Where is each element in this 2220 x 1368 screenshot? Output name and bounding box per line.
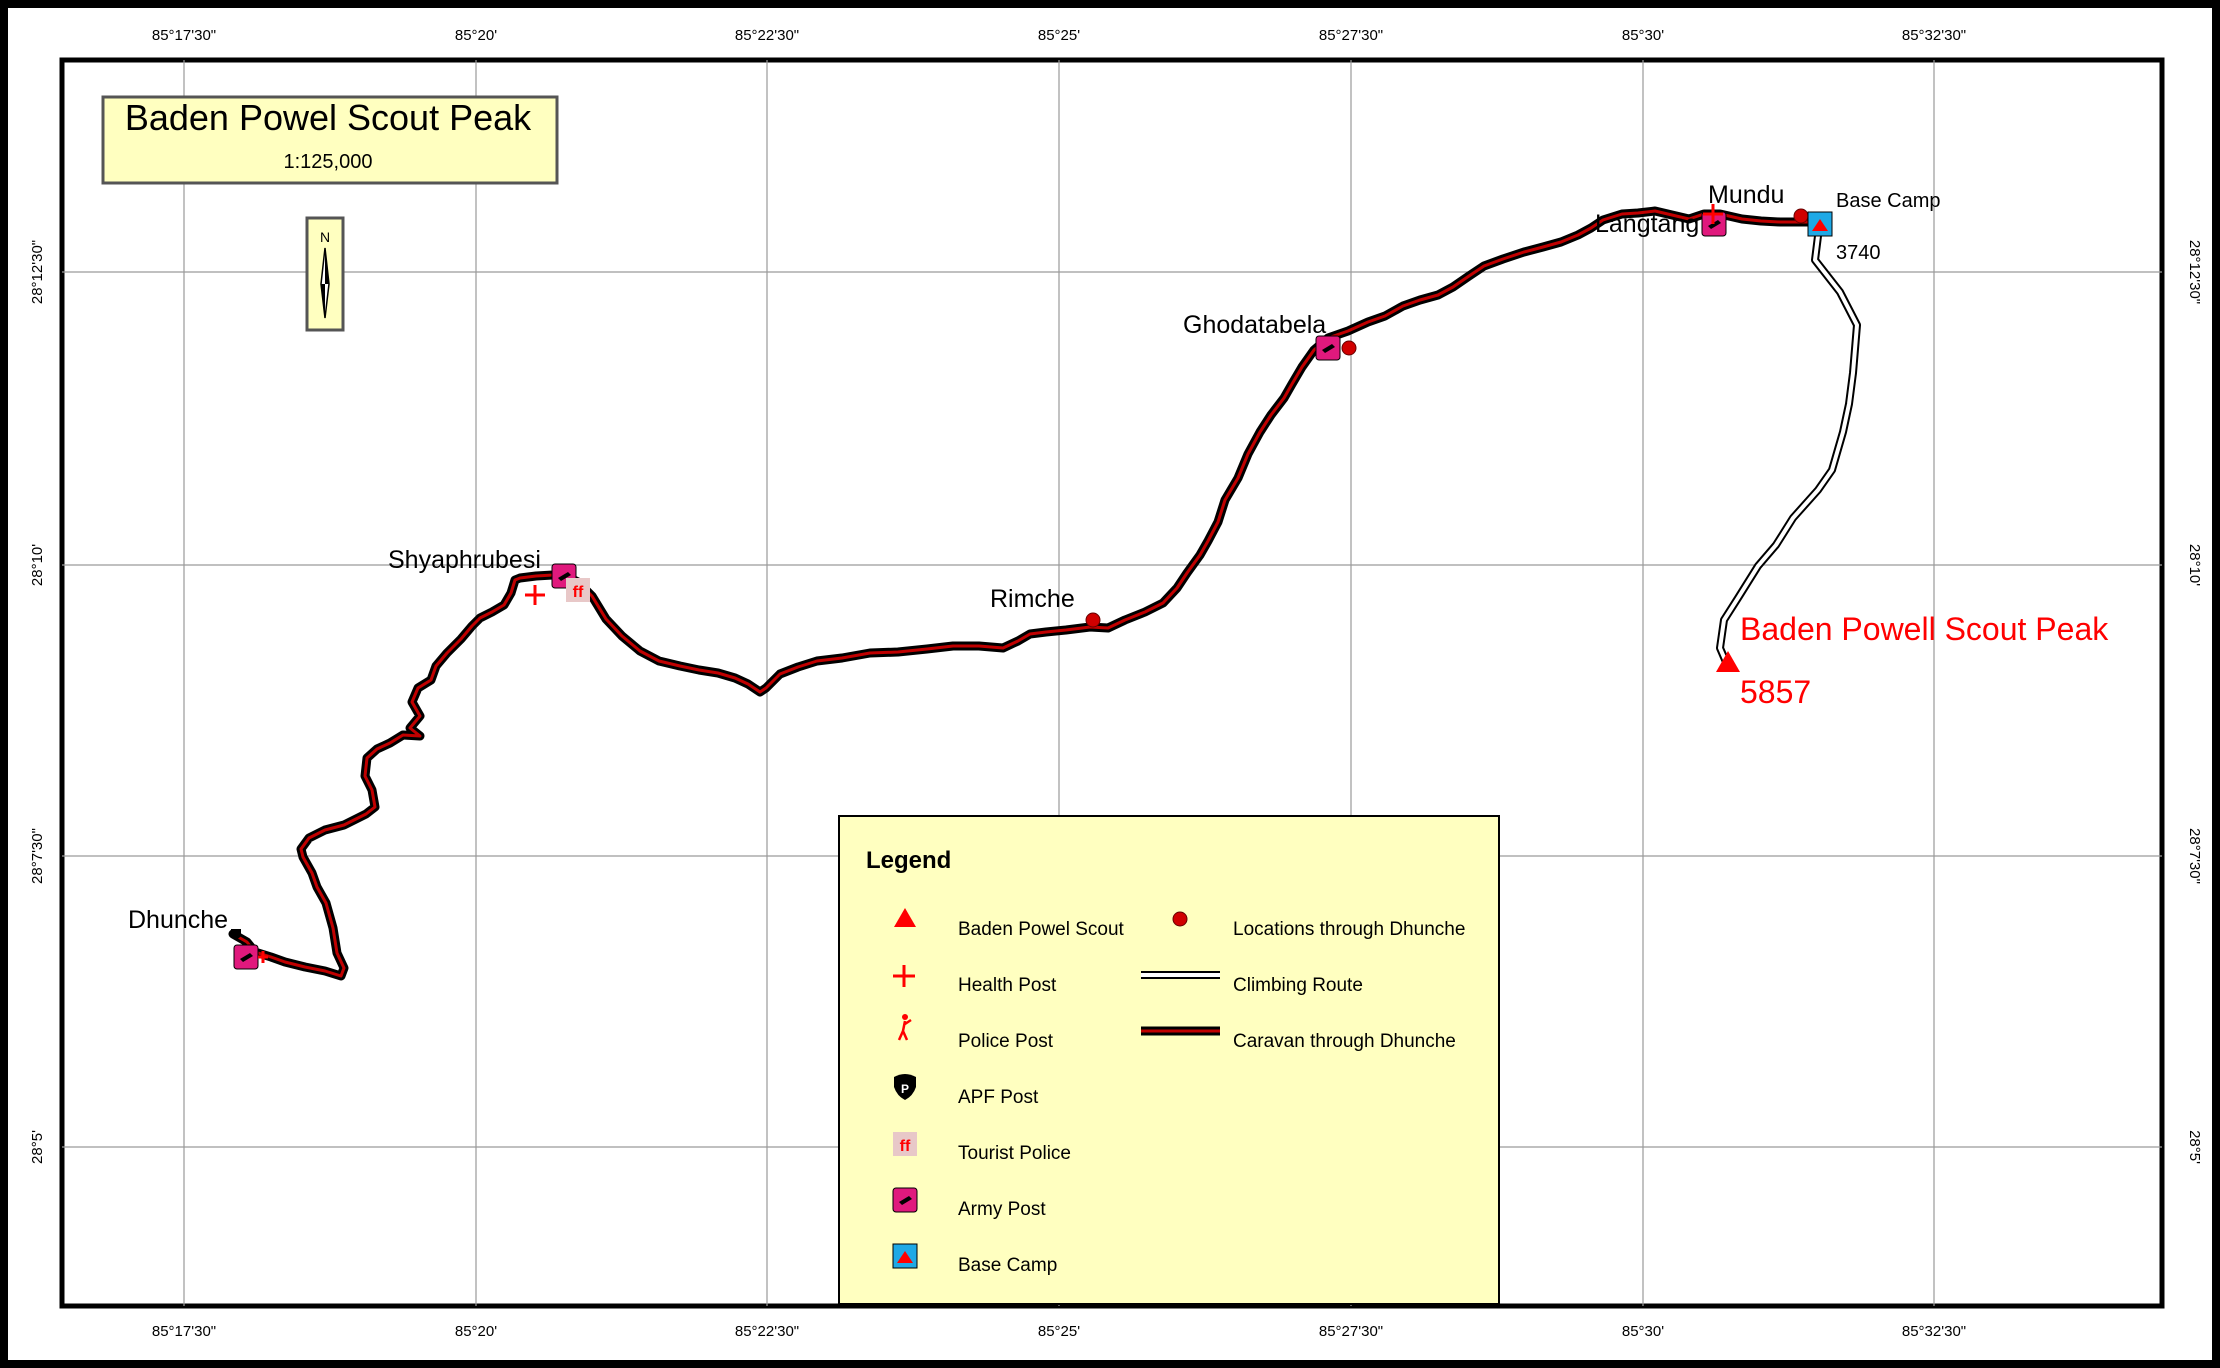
map-title: Baden Powel Scout Peak xyxy=(125,97,532,138)
dhunche-symbols xyxy=(231,929,268,970)
lon-label: 85°27'30" xyxy=(1319,1323,1383,1340)
army-post-icon xyxy=(892,1187,918,1213)
lat-label: 28°12'30" xyxy=(29,240,46,304)
label-shyaphrubesi: Shyaphrubesi xyxy=(388,546,541,574)
legend-item-label: Locations through Dhunche xyxy=(1233,919,1465,940)
lon-label: 85°25' xyxy=(1038,1323,1080,1340)
lon-label: 85°32'30" xyxy=(1902,27,1966,44)
label-dhunche: Dhunche xyxy=(128,906,228,934)
lon-label: 85°30' xyxy=(1622,27,1664,44)
label-rimche: Rimche xyxy=(990,585,1075,613)
legend-item-label: Tourist Police xyxy=(958,1143,1071,1164)
langtang-symbols xyxy=(1701,204,1809,237)
location-dot-icon xyxy=(1172,911,1188,927)
health-cross-icon xyxy=(1703,204,1723,224)
lon-labels-bottom: 85°17'30" 85°20' 85°22'30" 85°25' 85°27'… xyxy=(152,1323,1966,1340)
tourist-police-icon: ff xyxy=(893,1132,917,1156)
location-dot-icon xyxy=(1793,208,1809,224)
label-ghodatabela: Ghodatabela xyxy=(1183,311,1326,339)
lon-label: 85°32'30" xyxy=(1902,1323,1966,1340)
lon-label: 85°27'30" xyxy=(1319,27,1383,44)
lat-label: 28°5' xyxy=(2186,1130,2203,1164)
peak-triangle-icon xyxy=(894,908,916,927)
map-scale: 1:125,000 xyxy=(284,151,373,173)
lat-label: 28°10' xyxy=(2186,544,2203,586)
label-peak: Baden Powell Scout Peak xyxy=(1740,611,2109,647)
lon-label: 85°22'30" xyxy=(735,27,799,44)
lon-labels-top: 85°17'30" 85°20' 85°22'30" 85°25' 85°27'… xyxy=(152,27,1966,44)
svg-text:ff: ff xyxy=(900,1138,911,1155)
lon-label: 85°20' xyxy=(455,27,497,44)
ghodatabela-symbols xyxy=(1315,335,1357,361)
health-cross-icon xyxy=(525,585,545,605)
title-box: Baden Powel Scout Peak 1:125,000 xyxy=(101,95,559,185)
svg-text:ff: ff xyxy=(573,584,584,601)
lat-label: 28°7'30" xyxy=(29,828,46,884)
label-base-camp: Base Camp xyxy=(1836,190,1941,212)
label-base-camp-elevation: 3740 xyxy=(1836,242,1881,264)
shyaphrubesi-symbols: ff xyxy=(525,563,590,605)
police-figure-icon xyxy=(897,1014,912,1041)
caravan-route xyxy=(228,206,1822,981)
lat-label: 28°12'30" xyxy=(2186,240,2203,304)
lat-label: 28°5' xyxy=(29,1130,46,1164)
legend: Legend Baden Powel Scout Health Post Pol… xyxy=(838,815,1500,1305)
lon-label: 85°20' xyxy=(455,1323,497,1340)
north-arrow-icon: N xyxy=(305,216,345,332)
label-langtang: Langtang xyxy=(1595,210,1699,238)
base-camp-symbol xyxy=(1807,211,1833,237)
lat-label: 28°7'30" xyxy=(2186,828,2203,884)
peak-triangle-icon xyxy=(1716,651,1740,672)
legend-item-label: Caravan through Dhunche xyxy=(1233,1031,1456,1052)
lon-label: 85°17'30" xyxy=(152,27,216,44)
apf-shield-icon xyxy=(231,929,241,939)
svg-text:P: P xyxy=(901,1082,909,1096)
label-mundu: Mundu xyxy=(1708,181,1784,209)
lon-label: 85°17'30" xyxy=(152,1323,216,1340)
lat-label: 28°10' xyxy=(29,544,46,586)
label-peak-elevation: 5857 xyxy=(1740,674,1811,710)
peak-labels: Baden Powell Scout Peak 5857 xyxy=(1740,611,2109,710)
legend-item-label: Baden Powel Scout xyxy=(958,919,1125,940)
legend-item-label: Police Post xyxy=(958,1031,1054,1052)
health-cross-icon xyxy=(893,965,915,987)
lat-labels-right: 28°12'30" 28°10' 28°7'30" 28°5' xyxy=(2186,240,2203,1164)
legend-title: Legend xyxy=(866,847,951,874)
lat-labels-left: 28°12'30" 28°10' 28°7'30" 28°5' xyxy=(29,240,46,1164)
legend-item-label: Army Post xyxy=(958,1199,1046,1220)
legend-box xyxy=(838,815,1500,1305)
apf-shield-icon: P xyxy=(894,1074,916,1100)
location-dot-icon xyxy=(1341,340,1357,356)
health-cross-icon xyxy=(258,951,268,963)
legend-item-label: Climbing Route xyxy=(1233,975,1363,996)
legend-item-label: Health Post xyxy=(958,975,1057,996)
lon-label: 85°25' xyxy=(1038,27,1080,44)
place-labels: Dhunche Shyaphrubesi Rimche Ghodatabela … xyxy=(128,181,1941,934)
north-label: N xyxy=(320,229,330,245)
climbing-route xyxy=(1716,227,1861,664)
base-camp-icon xyxy=(892,1243,918,1269)
tourist-police-icon xyxy=(566,578,590,602)
legend-item-label: Base Camp xyxy=(958,1255,1057,1276)
legend-item-label: APF Post xyxy=(958,1087,1039,1108)
lon-label: 85°30' xyxy=(1622,1323,1664,1340)
lon-label: 85°22'30" xyxy=(735,1323,799,1340)
location-dot-icon xyxy=(1085,612,1101,628)
